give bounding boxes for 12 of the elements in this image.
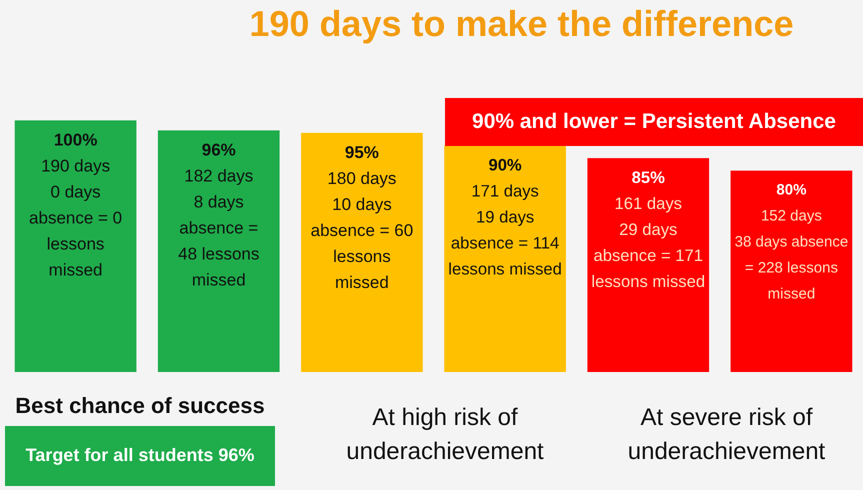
data-label: 96% 182 days 8 days absence = 48 lessons missed (178, 140, 260, 290)
text: Best chance of success (15, 392, 265, 420)
chart-title: 190 days to make the difference (248, 2, 795, 46)
text: Target for all students 96% (26, 444, 254, 468)
text: At severe risk of underachievement (628, 403, 826, 467)
text: At high risk of underachievement (346, 403, 544, 467)
data-label: 100% 190 days 0 days absence = 0 lessons missed (29, 130, 122, 280)
data-label: 90% 171 days 19 days absence = 114 lessons missed (448, 155, 562, 278)
data-label: 85% 161 days 29 days absence = 171 lessons missed (591, 168, 706, 291)
data-label: 95% 180 days 10 days absence = 60 lessons missed (310, 143, 414, 292)
annotation: 90% and lower = Persistent Absence (472, 109, 836, 136)
data-label: 80% 152 days 38 days absence = 228 lessons missed (734, 181, 848, 302)
